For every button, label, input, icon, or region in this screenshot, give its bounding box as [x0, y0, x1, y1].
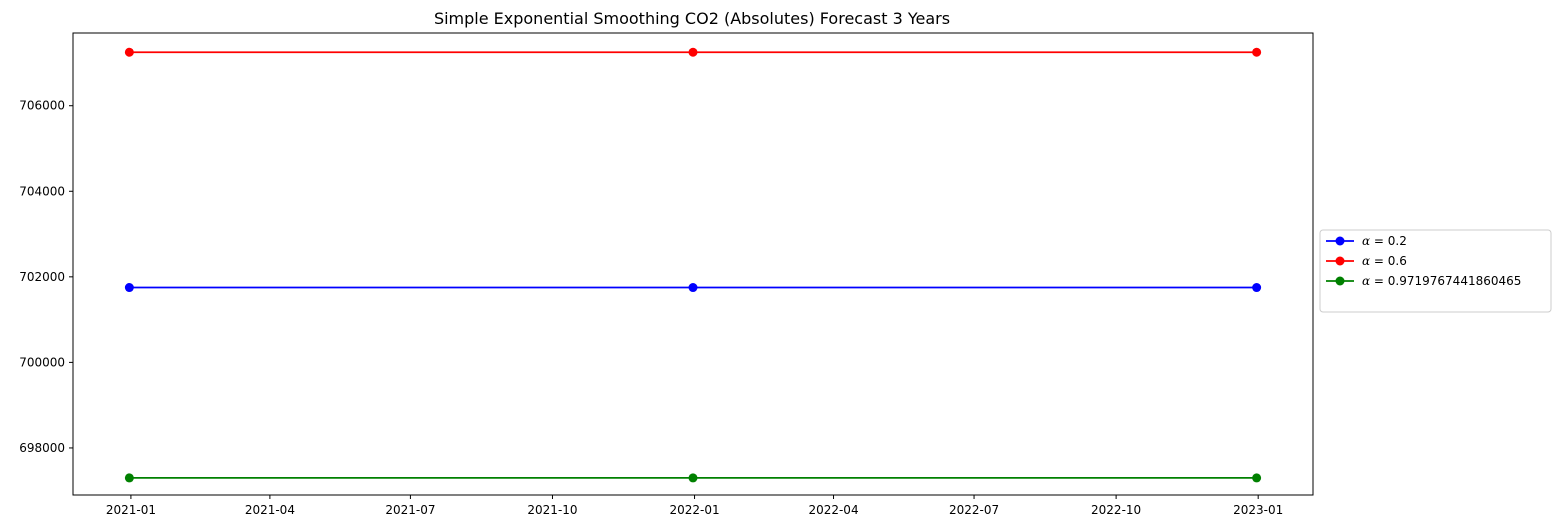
legend-marker	[1335, 276, 1345, 286]
series-1	[124, 283, 1262, 293]
legend-frame	[1319, 229, 1552, 313]
y-tick-label: 706000	[19, 99, 65, 113]
x-tick-label: 2021-10	[527, 503, 577, 517]
y-tick-label: 702000	[19, 270, 65, 284]
legend-item: α = 0.2	[1326, 234, 1407, 248]
legend-item: α = 0.6	[1326, 254, 1407, 268]
data-point	[1252, 283, 1262, 293]
data-point	[124, 473, 134, 483]
series-2	[124, 47, 1262, 57]
legend-item: α = 0.9719767441860465	[1326, 274, 1521, 288]
y-tick-label: 700000	[19, 355, 65, 369]
legend-label: α = 0.9719767441860465	[1362, 274, 1521, 288]
x-tick-label: 2023-01	[1233, 503, 1283, 517]
y-tick-label: 704000	[19, 184, 65, 198]
x-tick-label: 2021-01	[106, 503, 156, 517]
data-point	[688, 473, 698, 483]
data-point	[124, 47, 134, 57]
legend-label: α = 0.2	[1362, 234, 1407, 248]
x-axis: 2021-01 2021-04 2021-07 2021-10 2022-01 2022-…	[106, 495, 1283, 517]
y-axis: 698000 700000 702000 704000 706000	[19, 99, 73, 455]
legend-marker	[1335, 236, 1345, 246]
legend: α = 0.2 α = 0.6 α = 0.9719767441860465	[1319, 229, 1552, 313]
series-layer	[124, 47, 1262, 483]
legend-label: α = 0.6	[1362, 254, 1407, 268]
series-3	[124, 473, 1262, 483]
data-point	[688, 283, 698, 293]
x-tick-label: 2021-04	[245, 503, 295, 517]
legend-marker	[1335, 256, 1345, 266]
x-tick-label: 2021-07	[385, 503, 435, 517]
data-point	[124, 283, 134, 293]
chart-title: Simple Exponential Smoothing CO2 (Absolu…	[434, 9, 950, 28]
x-tick-label: 2022-10	[1091, 503, 1141, 517]
data-point	[688, 47, 698, 57]
y-tick-label: 698000	[19, 441, 65, 455]
data-point	[1252, 47, 1262, 57]
x-tick-label: 2022-01	[669, 503, 719, 517]
x-tick-label: 2022-07	[949, 503, 999, 517]
x-tick-label: 2022-04	[808, 503, 858, 517]
plot-area-frame	[72, 32, 1314, 496]
data-point	[1252, 473, 1262, 483]
